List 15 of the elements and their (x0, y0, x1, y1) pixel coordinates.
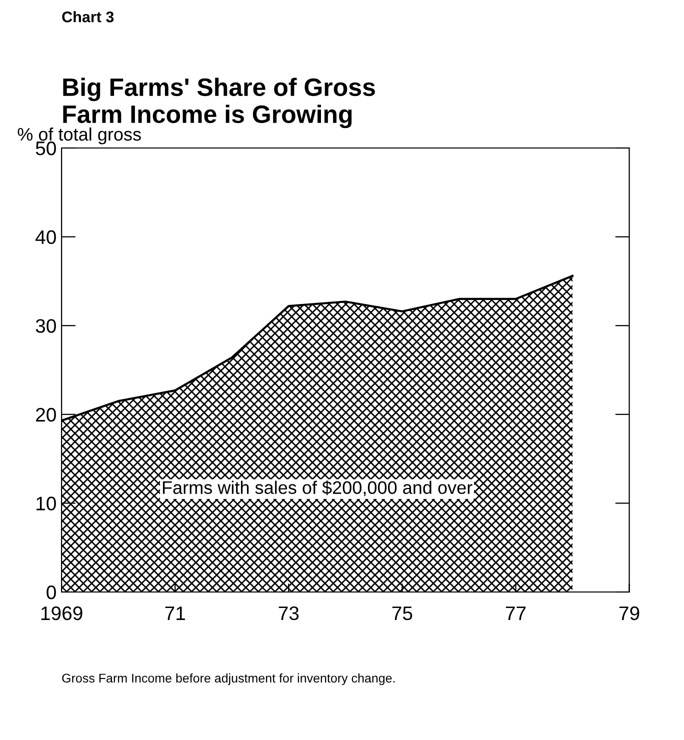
x-tick-label: 71 (165, 606, 185, 620)
chart-title: Big Farms' Share of Gross Farm Income is Growing (63, 78, 375, 128)
x-tick-label: 75 (392, 606, 412, 620)
y-tick-label: 10 (36, 496, 56, 510)
series-label: Farms with sales of $200,000 and over (162, 480, 472, 496)
x-tick-label: 79 (619, 606, 640, 620)
text: Gross Farm Income before adjustment for inventory change. (62, 673, 395, 686)
x-tick-label: 1969 (41, 606, 82, 620)
y-tick-label: 30 (36, 319, 56, 333)
y-tick-label: 40 (36, 230, 56, 244)
y-tick-label: 20 (36, 408, 56, 422)
y-tick-label: 0 (46, 585, 56, 600)
x-tick-label: 73 (278, 606, 299, 620)
caption: Chart 3 (62, 11, 114, 22)
x-tick-label: 77 (506, 606, 526, 620)
